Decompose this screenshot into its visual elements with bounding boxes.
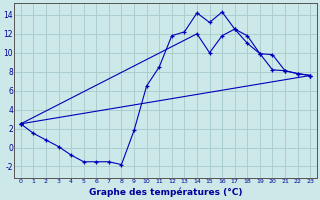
X-axis label: Graphe des températures (°C): Graphe des températures (°C) [89,187,242,197]
